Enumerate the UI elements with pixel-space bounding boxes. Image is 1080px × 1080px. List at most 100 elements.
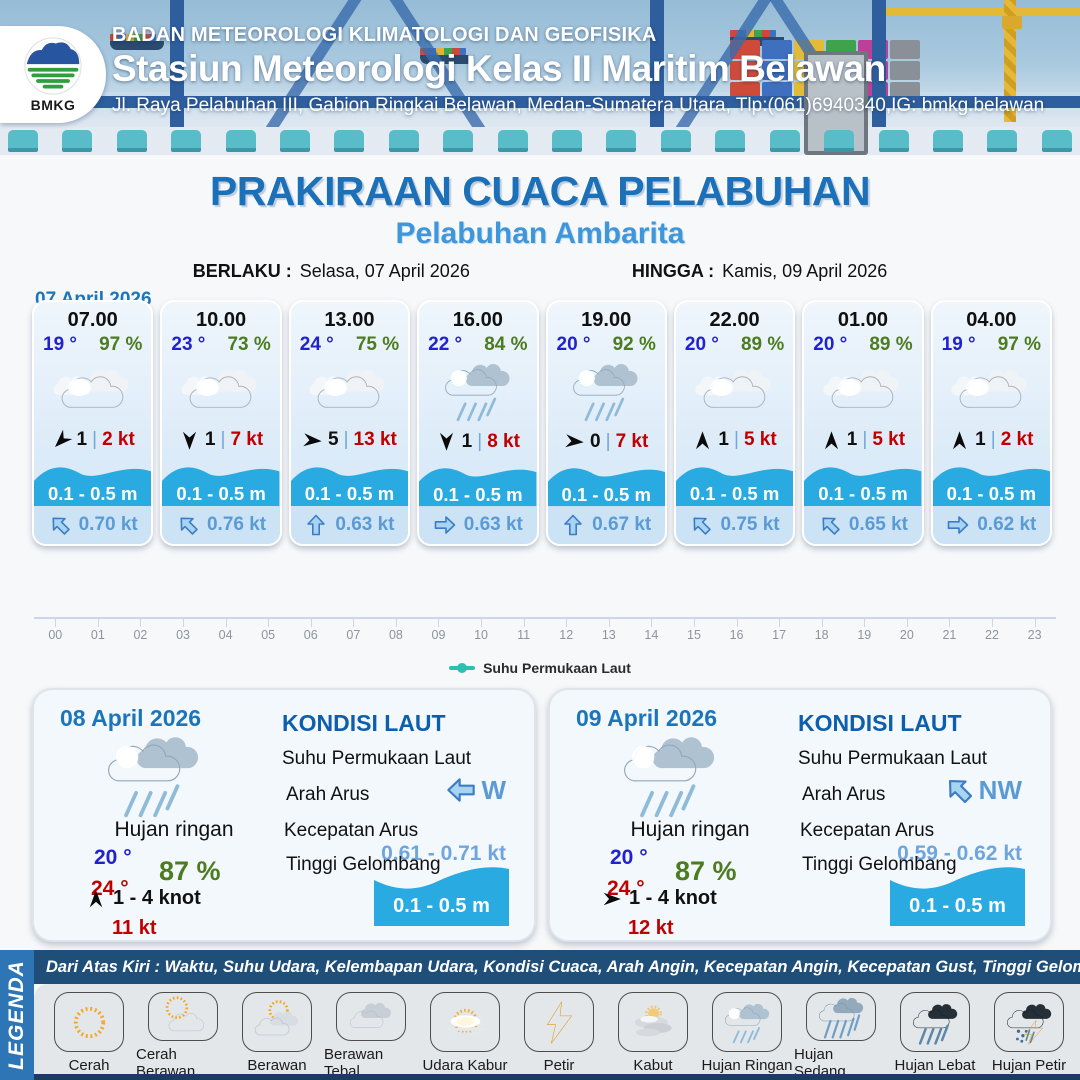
time-label: 13.00	[324, 309, 375, 331]
wind-range: 1 - 4 knot	[629, 887, 717, 909]
cloudy-icon	[692, 361, 778, 419]
station-name: Stasiun Meteorologi Kelas II Maritim Bel…	[112, 48, 886, 89]
temp-min: 20 °	[94, 846, 132, 869]
legend-item: Udara Kabur	[418, 992, 512, 1074]
current-speed-label: Kecepatan Arus	[800, 820, 935, 841]
wave-height-band: 0.1 - 0.5 m	[932, 456, 1050, 506]
light-rain-icon	[720, 999, 775, 1046]
legend-item-label: Petir	[543, 1057, 575, 1074]
legend-item-label: Hujan Ringan	[701, 1057, 793, 1074]
gust-speed: 12 kt	[628, 917, 674, 939]
wind-speed: 7 kt	[230, 429, 264, 450]
current-direction-label: Arah Arus	[802, 784, 886, 805]
wind-direction-icon	[949, 430, 970, 451]
information-display	[804, 51, 868, 155]
current-direction-icon	[685, 508, 719, 542]
legend-item: Hujan Sedang	[794, 992, 888, 1080]
axis-hour-label: 17	[758, 618, 801, 642]
daily-date: 08 April 2026	[60, 705, 202, 731]
temperature: 24 °	[299, 334, 334, 355]
axis-hour-label: 09	[417, 618, 460, 642]
gust-speed: 11 kt	[112, 917, 157, 939]
cloudy-icon	[820, 361, 906, 419]
time-label: 16.00	[452, 309, 503, 331]
bottom-strip	[34, 1074, 1080, 1080]
page-title: PRAKIRAAN CUACA PELABUHAN	[209, 168, 871, 214]
cloudy-icon	[948, 361, 1034, 419]
humidity: 87 %	[675, 856, 737, 886]
wave-height-label: Tinggi Gelombang	[286, 854, 441, 875]
axis-hour-label: 14	[630, 618, 673, 642]
current-speed-value: 0.59 - 0.62 kt	[897, 842, 1022, 865]
hour-card: 10.00 23 ° 73 % 1 | 7 kt 0.1 - 0.5 m 0.76 k…	[160, 300, 282, 546]
thick-clouds-icon	[344, 993, 399, 1040]
light-rain-icon	[438, 356, 518, 426]
hour-card: 19.00 20 ° 92 % 0 | 7 kt 0.1 - 0.5 m 0.67 k…	[545, 300, 667, 546]
axis-hour-label: 13	[588, 618, 631, 642]
wind-direction-icon	[179, 430, 200, 451]
light-rain-icon	[566, 356, 646, 426]
divider: |	[990, 429, 996, 450]
wave-height-band: 0.1 - 0.5 m	[804, 456, 922, 506]
waiting-chairs	[8, 130, 1072, 152]
temperature: 22 °	[428, 334, 463, 355]
humidity: 87 %	[159, 856, 221, 886]
axis-hour-label: 21	[928, 618, 971, 642]
divider: |	[862, 429, 868, 450]
condition-label: Hujan ringan	[114, 818, 234, 841]
sst-series-marker-icon	[449, 666, 476, 670]
current-direction-value: NW	[978, 774, 1022, 805]
time-label: 01.00	[837, 309, 888, 331]
thunderstorm-icon	[1002, 999, 1057, 1046]
crane-icon	[880, 8, 1080, 15]
divider: |	[92, 429, 98, 450]
wave-height-graphic: 0.1 - 0.5 m	[890, 860, 1025, 926]
daily-date: 09 April 2026	[576, 705, 718, 731]
legend-item: Hujan Ringan	[700, 992, 794, 1074]
current-direction-label: Arah Arus	[286, 784, 370, 805]
legend-item: Hujan Lebat	[888, 992, 982, 1074]
wave-height-band: 0.1 - 0.5 m	[34, 456, 152, 506]
humidity: 73 %	[227, 334, 271, 355]
temp-max: 24 °	[91, 877, 129, 900]
axis-hour-label: 22	[971, 618, 1014, 642]
divider: |	[605, 430, 611, 452]
humidity: 92 %	[612, 334, 656, 355]
cloudy-icon	[178, 361, 264, 419]
wave-height: 0.1 - 0.5 m	[47, 483, 138, 504]
station-address: Jl. Raya Pelabuhan III, Gabion Ringkai B…	[112, 95, 1045, 116]
current-speed: 0.63 kt	[335, 514, 395, 535]
wave-height: 0.1 - 0.5 m	[689, 483, 780, 504]
wind-speed: 2 kt	[102, 429, 135, 450]
wind-value: 1	[718, 429, 729, 450]
legend-item-label: Berawan	[247, 1057, 307, 1074]
current-direction-icon	[304, 513, 328, 537]
wind-direction-icon	[301, 429, 324, 452]
time-label: 10.00	[196, 309, 247, 331]
temperature: 20 °	[556, 334, 591, 355]
daily-card-08-april: 08 April 2026 Hujan ringan 20 ° 24 ° 87 …	[32, 688, 536, 942]
legend-item-label: Hujan Lebat	[894, 1057, 976, 1074]
current-speed-value: 0.61 - 0.71 kt	[381, 842, 506, 865]
current-direction-icon	[445, 774, 477, 806]
light-rain-icon	[614, 728, 726, 822]
wind-value: 1	[204, 429, 216, 450]
current-direction-value: W	[481, 774, 506, 805]
wave-height: 0.1 - 0.5 m	[946, 483, 1037, 504]
moderate-rain-icon	[814, 993, 869, 1040]
humidity: 84 %	[484, 334, 528, 355]
wave-height-band: 0.1 - 0.5 m	[547, 457, 665, 507]
wave-height-band: 0.1 - 0.5 m	[290, 456, 409, 506]
legend-item: Cerah Berawan	[136, 992, 230, 1080]
current-direction-icon	[946, 513, 970, 537]
axis-hour-label: 07	[332, 618, 375, 642]
wind-speed: 5 kt	[743, 429, 777, 450]
current-direction-icon	[433, 513, 457, 537]
axis-hour-label: 06	[289, 618, 332, 642]
current-direction-icon	[936, 767, 981, 812]
time-label: 22.00	[709, 309, 760, 331]
legend-section: LEGENDA Dari Atas Kiri : Waktu, Suhu Uda…	[0, 950, 1080, 1080]
current-speed: 0.75 kt	[720, 514, 780, 535]
sun-cloud-icon	[156, 993, 211, 1040]
hourly-forecast-row: 07.00 19 ° 97 % 1 | 2 kt 0.1 - 0.5 m 0.70 k…	[32, 300, 1052, 546]
